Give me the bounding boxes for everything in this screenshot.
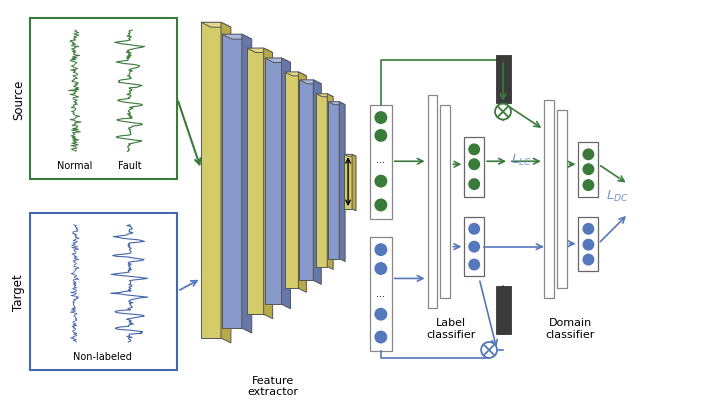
Text: Non-labeled: Non-labeled — [73, 351, 132, 361]
Bar — [496, 287, 511, 334]
Circle shape — [374, 243, 387, 257]
Polygon shape — [222, 35, 252, 40]
Circle shape — [468, 179, 480, 190]
Polygon shape — [242, 35, 252, 333]
Bar — [544, 100, 554, 299]
Circle shape — [374, 262, 387, 275]
Text: Target: Target — [12, 273, 25, 310]
Text: Domain
classifier: Domain classifier — [546, 318, 595, 339]
Bar — [316, 95, 327, 267]
Polygon shape — [282, 59, 290, 309]
Circle shape — [582, 180, 594, 192]
Bar — [300, 81, 313, 281]
Circle shape — [582, 254, 594, 266]
Text: $L_{DC}$: $L_{DC}$ — [606, 188, 629, 203]
Circle shape — [374, 175, 387, 188]
Bar — [557, 110, 567, 289]
Circle shape — [468, 259, 480, 271]
Circle shape — [468, 223, 480, 235]
Polygon shape — [300, 81, 321, 85]
Polygon shape — [339, 102, 345, 262]
Bar — [464, 138, 484, 198]
Bar — [370, 105, 392, 219]
Bar — [247, 49, 264, 314]
Text: Source: Source — [12, 79, 25, 119]
Bar — [328, 102, 339, 259]
Polygon shape — [328, 102, 345, 105]
Bar — [284, 73, 298, 289]
Circle shape — [582, 149, 594, 161]
Circle shape — [468, 144, 480, 156]
Polygon shape — [352, 155, 356, 211]
Polygon shape — [316, 95, 333, 97]
Bar — [578, 217, 598, 272]
Bar — [441, 105, 451, 299]
Circle shape — [374, 308, 387, 321]
Polygon shape — [284, 73, 307, 77]
Text: ...: ... — [377, 289, 385, 299]
Text: Normal: Normal — [58, 161, 93, 171]
Bar — [30, 213, 177, 370]
Polygon shape — [221, 23, 231, 343]
Polygon shape — [265, 59, 290, 63]
Circle shape — [374, 130, 387, 142]
Text: Fault: Fault — [118, 161, 141, 171]
Bar — [464, 217, 484, 277]
Circle shape — [495, 104, 511, 120]
Polygon shape — [344, 155, 356, 157]
Bar — [496, 56, 511, 103]
Polygon shape — [313, 81, 321, 285]
Circle shape — [582, 239, 594, 251]
Text: ...: ... — [377, 155, 385, 165]
Circle shape — [374, 199, 387, 212]
Polygon shape — [298, 73, 307, 293]
Circle shape — [481, 342, 497, 358]
Polygon shape — [327, 95, 333, 270]
Circle shape — [582, 223, 594, 235]
Bar — [344, 155, 352, 209]
Circle shape — [582, 164, 594, 176]
Circle shape — [374, 331, 387, 344]
Polygon shape — [201, 23, 231, 28]
Bar — [222, 35, 242, 328]
Bar — [265, 59, 282, 304]
Text: $L_{LC}$: $L_{LC}$ — [511, 152, 532, 167]
Bar — [201, 23, 221, 338]
Polygon shape — [247, 49, 273, 53]
Text: Feature
extractor: Feature extractor — [247, 375, 298, 397]
Circle shape — [374, 112, 387, 125]
Bar — [30, 19, 177, 180]
Bar — [370, 237, 392, 351]
Polygon shape — [264, 49, 273, 319]
Bar — [578, 143, 598, 198]
Circle shape — [468, 159, 480, 171]
Bar — [428, 95, 438, 308]
Text: Label
classifier: Label classifier — [427, 318, 476, 339]
Circle shape — [468, 241, 480, 253]
